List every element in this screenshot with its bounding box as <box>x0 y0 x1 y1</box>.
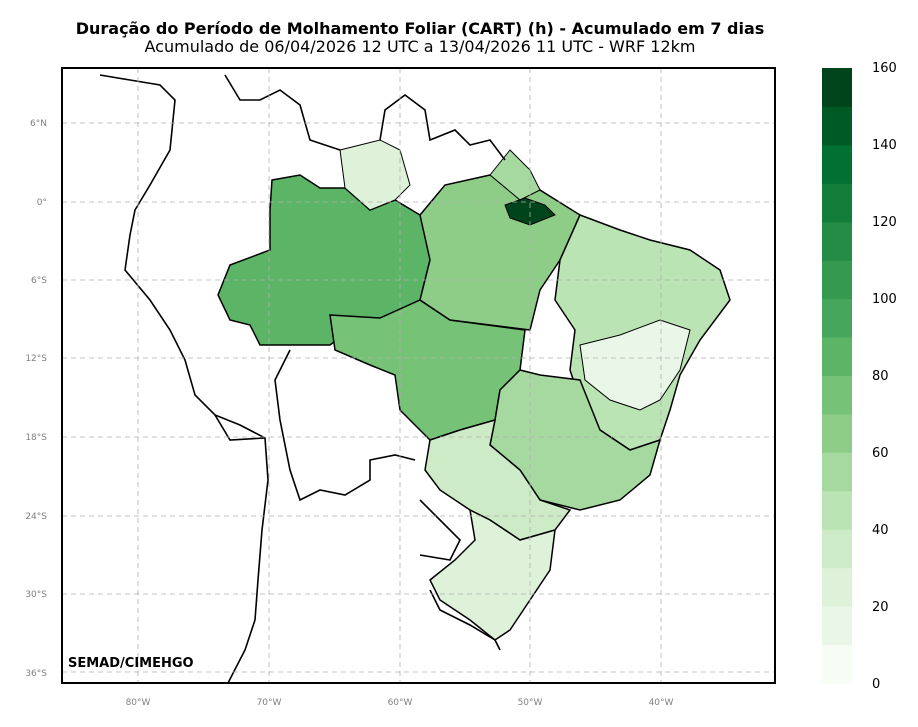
colorbar-label: 140 <box>872 138 897 153</box>
country-outlines <box>99 74 506 684</box>
colorbar-swatch <box>822 490 852 530</box>
lat-label: 36°S <box>25 669 47 679</box>
colorbar-swatch <box>822 413 852 453</box>
colorbar-swatch <box>822 106 852 146</box>
colorbar <box>822 68 852 684</box>
field-regions <box>217 139 731 641</box>
map-title: Duração do Período de Molhamento Foliar … <box>75 19 765 38</box>
lon-label: 40°W <box>649 698 674 708</box>
colorbar-label: 100 <box>872 292 897 307</box>
credit-label: SEMAD/CIMEHGO <box>68 656 194 671</box>
map-subtitle: Acumulado de 06/04/2026 12 UTC a 13/04/2… <box>144 37 696 56</box>
colorbar-swatch <box>822 260 852 300</box>
lat-labels: 6°N 0° 6°S 12°S 18°S 24°S 30°S 36°S <box>25 119 47 679</box>
lon-label: 80°W <box>126 698 151 708</box>
lat-label: 0° <box>37 198 47 208</box>
colorbar-label: 60 <box>872 446 889 461</box>
region-bahia <box>579 319 691 411</box>
colorbar-swatch <box>822 452 852 492</box>
colorbar-label: 40 <box>872 523 889 538</box>
colorbar-swatch <box>822 375 852 415</box>
map-frame <box>61 67 776 684</box>
lat-label: 6°N <box>30 119 47 129</box>
colorbar-swatch <box>822 144 852 184</box>
region-roraima <box>339 139 411 211</box>
colorbar-label: 0 <box>872 677 881 692</box>
lat-label: 30°S <box>25 590 47 600</box>
region-ms-sp <box>424 418 572 541</box>
lon-label: 70°W <box>257 698 282 708</box>
lat-label: 24°S <box>25 512 47 522</box>
colorbar-label: 120 <box>872 215 897 230</box>
lon-label: 50°W <box>518 698 543 708</box>
lat-label: 12°S <box>25 354 47 364</box>
colorbar-swatch <box>822 337 852 376</box>
colorbar-swatch <box>822 644 852 684</box>
region-para <box>419 164 581 331</box>
graticule <box>62 68 775 683</box>
colorbar-label: 20 <box>872 600 889 615</box>
colorbar-swatch <box>822 68 852 107</box>
colorbar-swatch <box>822 298 852 338</box>
colorbar-swatch <box>822 606 852 646</box>
colorbar-label: 80 <box>872 369 889 384</box>
colorbar-swatch <box>822 567 852 607</box>
colorbar-swatch <box>822 529 852 569</box>
lat-label: 18°S <box>25 433 47 443</box>
lon-label: 60°W <box>388 698 413 708</box>
region-south <box>429 508 556 641</box>
region-amapa <box>489 149 541 201</box>
lat-label: 6°S <box>31 276 47 286</box>
colorbar-label: 160 <box>872 61 897 76</box>
lon-labels: 80°W 70°W 60°W 50°W 40°W <box>126 698 674 708</box>
region-amazon-mouth <box>504 197 556 226</box>
colorbar-swatch <box>822 183 852 223</box>
colorbar-swatch <box>822 221 852 261</box>
